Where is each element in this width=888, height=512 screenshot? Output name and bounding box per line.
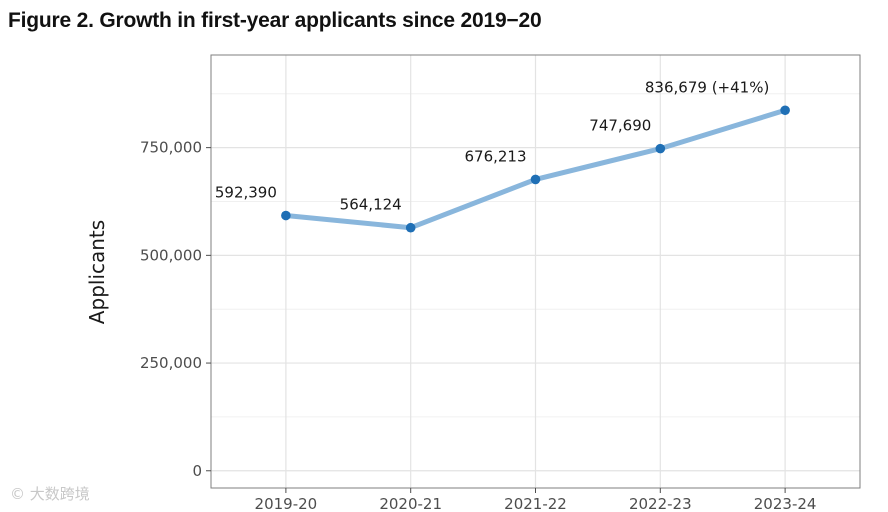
watermark-logo: © 大数跨境 xyxy=(10,485,90,503)
data-label: 747,690 xyxy=(589,117,651,135)
x-tick-label: 2021-22 xyxy=(504,495,567,512)
series-points-group xyxy=(281,105,790,233)
y-tick-label: 0 xyxy=(192,462,202,480)
data-point xyxy=(530,174,541,185)
y-axis-ticks: 0 250,000 500,000 750,000 xyxy=(140,139,211,480)
y-tick-label: 750,000 xyxy=(140,139,202,157)
data-label: 836,679 (+41%) xyxy=(645,78,769,96)
data-label: 564,124 xyxy=(340,196,402,214)
data-point xyxy=(780,105,790,116)
data-point xyxy=(405,222,416,233)
data-labels-group: 592,390 564,124 676,213 747,690 836,679 (+41… xyxy=(215,78,769,213)
y-tick-label: 250,000 xyxy=(140,354,202,372)
data-point xyxy=(655,143,666,154)
y-tick-label: 500,000 xyxy=(140,246,202,264)
chart-title: Figure 2. Growth in first-year applicant… xyxy=(8,9,542,32)
x-tick-label: 2019-20 xyxy=(255,495,318,512)
x-tick-label: 2020-21 xyxy=(379,495,442,512)
x-tick-label: 2023-24 xyxy=(754,495,817,512)
data-label: 676,213 xyxy=(464,147,526,165)
major-gridlines xyxy=(211,55,860,488)
data-point xyxy=(281,210,291,221)
data-label: 592,390 xyxy=(215,184,277,202)
x-tick-label: 2022-23 xyxy=(629,495,692,512)
x-axis-ticks: 2019-20 2020-21 2021-22 2022-23 2023-24 xyxy=(255,488,817,512)
y-axis-title: Applicants xyxy=(85,220,109,324)
